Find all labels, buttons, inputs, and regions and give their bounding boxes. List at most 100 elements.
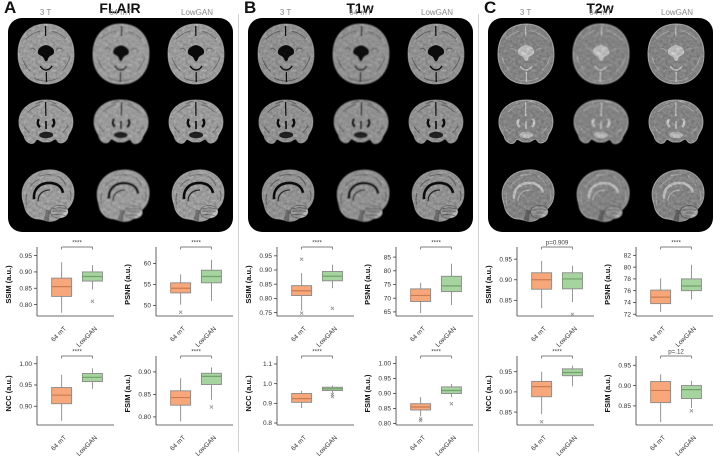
column-labels-t2w: 3 T 64 mT LowGAN [488,8,713,18]
mri-sagittal-64mt [85,163,157,229]
svg-text:****: **** [431,349,441,356]
panel-t2w: C T2w 3 T 64 mT LowGAN [480,0,720,456]
svg-text:****: **** [191,240,201,247]
svg-text:0.95: 0.95 [499,256,512,263]
mri-coronal-64mt [325,92,397,158]
svg-text:0.85: 0.85 [138,392,151,399]
svg-text:0.80: 0.80 [259,296,272,303]
column-label-3t: 3 T [39,8,52,17]
column-label-3t: 3 T [519,8,532,17]
column-label-64mt: 64 mT [349,8,372,17]
svg-text:PSNR (a.u.): PSNR (a.u.) [123,264,132,305]
svg-text:78: 78 [624,276,632,283]
svg-text:80: 80 [384,268,392,275]
svg-text:1.0: 1.0 [263,381,272,388]
svg-text:0.95: 0.95 [499,369,512,376]
svg-text:70: 70 [384,295,392,302]
svg-text:0.90: 0.90 [259,267,272,274]
svg-text:LowGAN: LowGAN [556,434,580,456]
boxplot-flair-ncc: 0.90 0.95 1.00 NCC (a.u.) 64 mT LowGAN **** [2,346,120,456]
svg-text:0.90: 0.90 [19,403,32,410]
mri-coronal-lowgan [400,92,472,158]
column-label-64mt: 64 mT [109,8,132,17]
panel-t1w: B T1w 3 T 64 mT LowGAN [240,0,480,456]
svg-text:64 mT: 64 mT [169,325,187,343]
svg-text:72: 72 [624,311,632,318]
panel-letter-b: B [244,0,257,17]
svg-text:****: **** [72,240,82,247]
column-labels-t1w: 3 T 64 mT LowGAN [248,8,473,18]
svg-text:0.9: 0.9 [263,401,272,408]
mri-sagittal-3t [250,163,322,229]
column-label-3t: 3 T [279,8,292,17]
mri-coronal-64mt [85,92,157,158]
svg-text:p=0.909: p=0.909 [546,240,569,247]
svg-text:PSNR (a.u.): PSNR (a.u.) [603,264,612,305]
boxplot-t1w-psnr: 65 70 75 80 85 PSNR (a.u.) 64 mT LowGAN **** [361,237,479,349]
svg-text:64 mT: 64 mT [530,325,548,343]
boxplot-t2w-ssim: 0.85 0.90 0.95 SSIM (a.u.) 64 mT LowGAN p=0.90… [482,237,600,349]
svg-text:0.90: 0.90 [378,391,391,398]
boxplot-t1w-fsim: 0.80 0.85 0.90 0.95 1.00 FSIM (a.u.) 64 mT LowG… [361,346,479,456]
mri-sagittal-3t [490,163,562,229]
svg-text:PSNR (a.u.): PSNR (a.u.) [363,264,372,305]
svg-text:0.80: 0.80 [138,414,151,421]
svg-text:0.95: 0.95 [618,362,631,369]
svg-text:64 mT: 64 mT [649,325,667,343]
mri-axial-64mt [565,21,637,87]
mri-axial-64mt [325,21,397,87]
boxplot-t2w-ncc: 0.85 0.90 0.95 NCC (a.u.) 64 mT LowGAN **** [482,346,600,456]
panel-title-t2w: T2w [586,0,614,16]
mri-axial-64mt [85,21,157,87]
mri-sagittal-lowgan [160,163,232,229]
mri-sagittal-64mt [325,163,397,229]
mri-axial-3t [250,21,322,87]
svg-text:1.1: 1.1 [263,361,272,368]
boxplot-flair-psnr: 50 55 60 PSNR (a.u.) 64 mT LowGAN **** [121,237,239,349]
svg-text:64 mT: 64 mT [649,434,667,452]
svg-text:64 mT: 64 mT [290,434,308,452]
svg-text:****: **** [312,240,322,247]
svg-text:NCC (a.u.): NCC (a.u.) [4,375,13,412]
svg-text:LowGAN: LowGAN [435,434,459,456]
svg-text:64 mT: 64 mT [290,325,308,343]
svg-text:65: 65 [384,309,392,316]
svg-text:0.85: 0.85 [618,403,631,410]
svg-text:50: 50 [144,303,152,310]
mri-sagittal-lowgan [400,163,472,229]
column-label-lowgan: LowGAN [660,8,694,17]
svg-text:64 mT: 64 mT [409,325,427,343]
svg-text:0.75: 0.75 [259,310,272,317]
svg-text:1.00: 1.00 [378,361,391,368]
panel-flair: A FLAIR 3 T 64 mT LowGAN [0,0,240,456]
svg-text:76: 76 [624,288,632,295]
svg-text:0.8: 0.8 [263,420,272,427]
svg-text:0.90: 0.90 [138,369,151,376]
svg-text:0.95: 0.95 [378,376,391,383]
mri-axial-lowgan [160,21,232,87]
svg-text:74: 74 [624,300,632,307]
svg-text:0.85: 0.85 [259,281,272,288]
svg-text:0.85: 0.85 [499,409,512,416]
svg-text:64 mT: 64 mT [169,434,187,452]
svg-text:FSIM (a.u.): FSIM (a.u.) [363,374,372,412]
svg-text:75: 75 [384,282,392,289]
svg-text:0.95: 0.95 [259,253,272,260]
svg-text:LowGAN: LowGAN [316,434,340,456]
column-labels-flair: 3 T 64 mT LowGAN [8,8,233,18]
svg-text:LowGAN: LowGAN [76,434,100,456]
svg-text:82: 82 [624,253,632,260]
svg-text:60: 60 [144,261,152,268]
svg-text:FSIM (a.u.): FSIM (a.u.) [603,374,612,412]
svg-text:0.85: 0.85 [378,406,391,413]
svg-text:LowGAN: LowGAN [195,434,219,456]
svg-text:0.85: 0.85 [19,285,32,292]
mri-coronal-3t [490,92,562,158]
svg-text:85: 85 [384,254,392,261]
mri-coronal-3t [10,92,82,158]
mri-axial-3t [490,21,562,87]
svg-text:SSIM (a.u.): SSIM (a.u.) [244,265,253,304]
svg-text:0.85: 0.85 [499,298,512,305]
boxplot-t1w-ncc: 0.8 0.9 1.0 1.1 NCC (a.u.) 64 mT LowGAN **** [242,346,360,456]
svg-text:64 mT: 64 mT [409,434,427,452]
